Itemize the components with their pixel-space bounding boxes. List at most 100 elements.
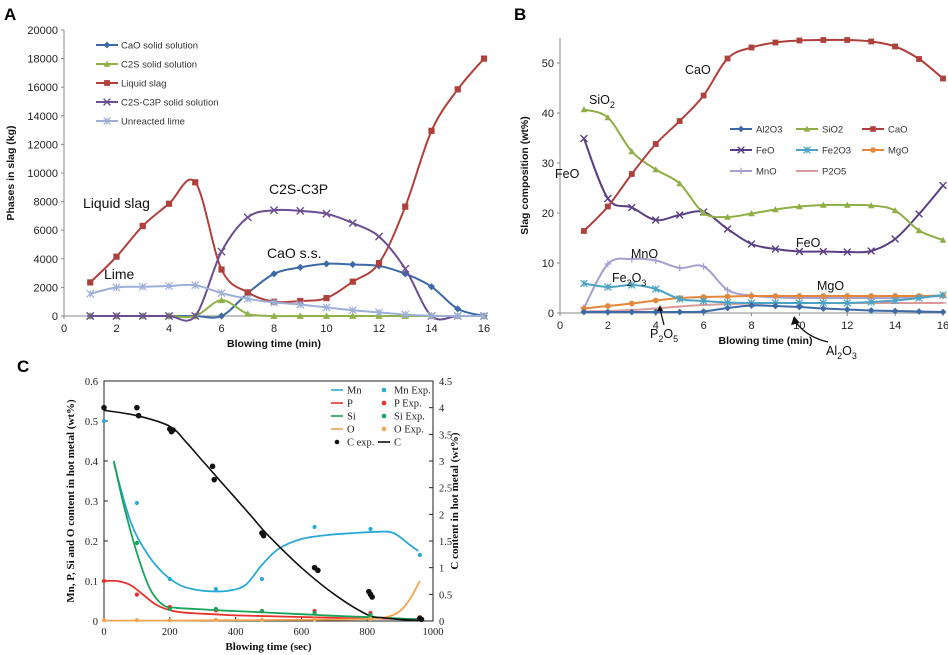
panel-a-point-lime bbox=[348, 306, 357, 315]
panel-c-point-c bbox=[369, 594, 375, 600]
panel-b-point-sio2 bbox=[891, 207, 899, 214]
panel-b-xtick-label: 2 bbox=[605, 320, 611, 332]
panel-a-xtick-label: 16 bbox=[478, 323, 490, 335]
panel-c-legend-label: Mn bbox=[347, 386, 362, 397]
panel-c: C 0 0.1 0.2 0.3 0.4 0.5 0.6 0 0.5 1 1.5 2 2.5 3 3.5 4 4.5… bbox=[17, 357, 461, 653]
panel-b-annot-p2o5: P2O5 bbox=[650, 327, 678, 344]
panel-b-arrow-p2o5 bbox=[659, 308, 665, 326]
panel-c-point-c bbox=[135, 412, 142, 419]
panel-a-point-lime bbox=[401, 310, 410, 319]
panel-a-point-lime bbox=[138, 282, 147, 291]
panel-b-point-caoB bbox=[844, 37, 851, 43]
panel-c-ytick-label: 0 bbox=[93, 617, 98, 628]
panel-a-point-liquid bbox=[113, 253, 120, 260]
panel-c-xtick-label: 400 bbox=[228, 627, 244, 638]
panel-c-y2label: C content in hot metal (wt%) bbox=[449, 432, 461, 570]
panel-c-legend-label: P bbox=[347, 399, 353, 410]
panel-c-legend-label: Si bbox=[347, 412, 356, 423]
panel-b-point-feo bbox=[723, 225, 732, 233]
panel-a-point-c2sc3p bbox=[164, 311, 174, 321]
panel-b-point-caoB bbox=[724, 55, 731, 62]
panel-c-point-p bbox=[101, 578, 107, 584]
panel-b-point-feo bbox=[915, 210, 923, 218]
panel-b-point-al2o3 bbox=[580, 308, 588, 316]
panel-a-point-lime bbox=[243, 294, 252, 303]
panel-a-point-c2sc3p bbox=[243, 213, 252, 222]
panel-b-point-fe2o3 bbox=[843, 299, 852, 307]
panel-a-legend-marker-cao bbox=[103, 41, 111, 49]
panel-b-ytick-label: 20 bbox=[542, 208, 554, 220]
panel-b-point-caoB bbox=[652, 141, 659, 147]
panel-b-ytick-label: 50 bbox=[542, 58, 554, 70]
panel-c-point-si bbox=[213, 606, 218, 612]
panel-a-point-lime bbox=[269, 298, 279, 307]
panel-b-point-al2o3 bbox=[748, 302, 755, 309]
panel-b-point-sio2 bbox=[939, 236, 947, 243]
panel-b-legend-label-al2o3: Al2O3 bbox=[756, 125, 782, 136]
panel-a-annot-liquid: Liquid slag bbox=[83, 195, 150, 211]
panel-b-ylabel: Slag composition (wt%) bbox=[519, 116, 531, 234]
panel-b-xlabel: Blowing time (min) bbox=[719, 335, 813, 347]
panel-c-point-c bbox=[418, 616, 425, 623]
panel-b-point-al2o3 bbox=[891, 307, 899, 315]
panel-a-point-liquid bbox=[428, 127, 435, 134]
panel-a-point-lime bbox=[86, 289, 95, 298]
panel-a-ytick-label: 4000 bbox=[34, 254, 58, 266]
panel-b-ytick-label: 10 bbox=[542, 258, 554, 270]
panel-c-legend-label: P Exp. bbox=[394, 399, 422, 410]
panel-b-point-al2o3 bbox=[676, 308, 684, 316]
panel-c-point-c bbox=[101, 404, 107, 411]
panel-c-xtick-label: 800 bbox=[359, 627, 375, 638]
panel-b-point-sio2 bbox=[604, 114, 612, 121]
panel-b-point-mno bbox=[652, 257, 660, 264]
panel-b-point-sio2 bbox=[843, 201, 851, 208]
panel-b-point-al2o3 bbox=[604, 308, 612, 316]
panel-a-xtick-label: 10 bbox=[320, 323, 332, 335]
panel-c-legend-label: O Exp. bbox=[394, 425, 424, 436]
panel-c-legend-label: Si Exp. bbox=[394, 412, 425, 423]
panel-b-point-sio2 bbox=[652, 166, 660, 173]
panel-b-annot-sio2: SiO2 bbox=[589, 93, 615, 110]
panel-c-point-c bbox=[209, 463, 216, 470]
panel-a-xtick-label: 6 bbox=[218, 323, 224, 335]
panel-b-point-mgo bbox=[652, 297, 659, 304]
panel-c-point-o bbox=[167, 618, 172, 623]
panel-c-point-o bbox=[101, 618, 107, 623]
panel-b-point-sio2 bbox=[724, 213, 731, 220]
panel-c-legend-dot-mn bbox=[381, 387, 387, 393]
panel-a-legend-label-c2sc3p: C2S-C3P solid solution bbox=[121, 98, 219, 109]
panel-c-point-o bbox=[368, 616, 373, 622]
panel-c-legend-dot-si bbox=[381, 413, 387, 419]
panel-c-y2tick-label: 1.5 bbox=[439, 537, 452, 548]
panel-a-point-c2s bbox=[322, 312, 331, 319]
panel-a-point-c2s bbox=[349, 312, 357, 319]
panel-b-point-fe2o3 bbox=[580, 279, 588, 288]
panel-b-arrowhead-p2o5 bbox=[657, 305, 663, 311]
panel-b-point-feo bbox=[819, 247, 828, 256]
panel-b-point-mgo bbox=[892, 293, 899, 299]
panel-a-point-c2s bbox=[270, 312, 278, 319]
panel-b-point-mgo bbox=[796, 293, 803, 299]
panel-c-ytick-label: 0.6 bbox=[85, 377, 98, 388]
panel-a-legend-marker-c2s bbox=[103, 60, 111, 67]
panel-b-point-mgo bbox=[724, 293, 731, 300]
panel-a-annot-c2sc3p: C2S-C3P bbox=[269, 181, 328, 197]
panel-a-point-cao bbox=[349, 260, 357, 269]
panel-b-point-caoB bbox=[868, 38, 875, 45]
panel-b-point-feo bbox=[891, 235, 900, 243]
panel-a-ytick-label: 8000 bbox=[34, 197, 58, 209]
panel-c-xtick-label: 200 bbox=[162, 627, 178, 638]
panel-c-point-c bbox=[211, 476, 218, 483]
panel-b-point-feo bbox=[843, 248, 852, 256]
panel-c-point-mn bbox=[312, 524, 317, 530]
panel-c-legend-label: C bbox=[394, 438, 401, 449]
panel-b-point-al2o3 bbox=[652, 308, 660, 316]
panel-a: A 0 2000 4000 6000 8000 10000 12000 14000 16000 18… bbox=[4, 5, 490, 350]
panel-b-point-caoB bbox=[916, 56, 922, 62]
panel-a-point-liquid bbox=[139, 222, 146, 230]
panel-b-point-sio2 bbox=[772, 206, 779, 213]
panel-a-label: A bbox=[4, 5, 16, 24]
panel-a-ytick-label: 10000 bbox=[27, 168, 58, 180]
panel-c-line-mn bbox=[113, 462, 419, 593]
panel-b-point-sio2 bbox=[700, 209, 708, 216]
